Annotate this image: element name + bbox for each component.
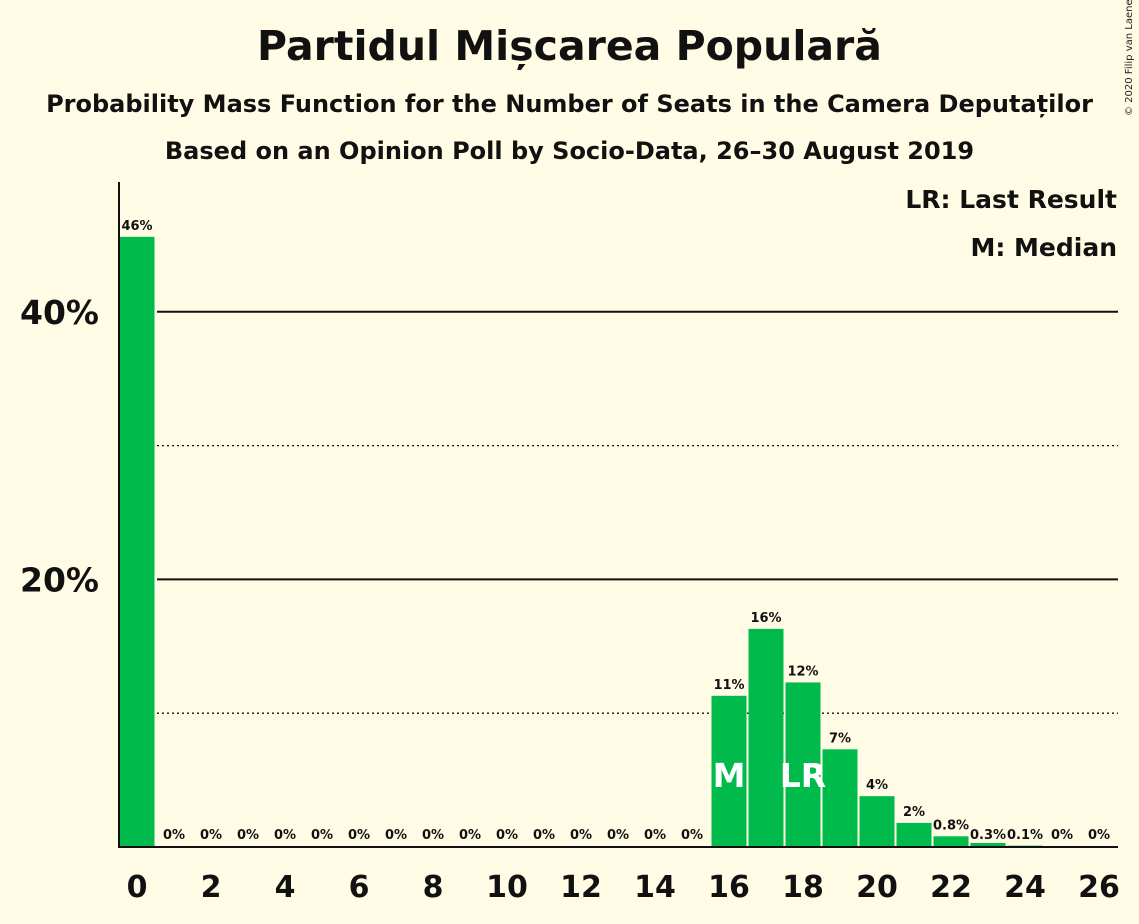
bar bbox=[970, 842, 1006, 847]
x-tick-label: 16 bbox=[708, 870, 750, 905]
data-label: 0% bbox=[607, 828, 629, 843]
data-label: 0% bbox=[200, 828, 222, 843]
last-result-marker: LR bbox=[780, 756, 826, 795]
x-tick-label: 0 bbox=[127, 870, 148, 905]
x-tick-label: 4 bbox=[275, 870, 296, 905]
median-marker: M bbox=[713, 756, 746, 795]
data-label: 2% bbox=[903, 805, 925, 820]
x-tick-label: 24 bbox=[1004, 870, 1046, 905]
data-label: 0% bbox=[237, 828, 259, 843]
data-label: 0% bbox=[163, 828, 185, 843]
x-tick-label: 2 bbox=[201, 870, 222, 905]
y-tick-label: 20% bbox=[20, 560, 99, 599]
chart-subtitle-source: Based on an Opinion Poll by Socio-Data, … bbox=[164, 137, 975, 165]
bar bbox=[822, 749, 858, 847]
data-label: 12% bbox=[787, 664, 818, 679]
legend-median: M: Median bbox=[970, 233, 1117, 262]
data-label: 46% bbox=[121, 219, 152, 234]
x-tick-label: 10 bbox=[486, 870, 528, 905]
data-label: 0% bbox=[422, 828, 444, 843]
data-label: 4% bbox=[866, 778, 888, 793]
bar bbox=[748, 628, 784, 847]
data-label: 0% bbox=[348, 828, 370, 843]
data-label: 0% bbox=[1088, 828, 1110, 843]
chart-subtitle: Probability Mass Function for the Number… bbox=[46, 90, 1093, 118]
data-label: 0% bbox=[311, 828, 333, 843]
y-tick-label: 40% bbox=[20, 293, 99, 332]
bar bbox=[711, 695, 747, 847]
x-tick-label: 14 bbox=[634, 870, 676, 905]
data-label: 0% bbox=[274, 828, 296, 843]
legend-last-result: LR: Last Result bbox=[905, 185, 1117, 214]
data-label: 0% bbox=[681, 828, 703, 843]
data-label: 0% bbox=[496, 828, 518, 843]
data-label: 11% bbox=[713, 678, 744, 693]
x-tick-label: 22 bbox=[930, 870, 972, 905]
data-label: 0.1% bbox=[1007, 828, 1043, 843]
chart-title: Partidul Mișcarea Populară bbox=[257, 22, 882, 70]
x-tick-label: 6 bbox=[349, 870, 370, 905]
data-label: 0% bbox=[644, 828, 666, 843]
x-tick-label: 8 bbox=[423, 870, 444, 905]
data-label: 0% bbox=[385, 828, 407, 843]
x-tick-label: 12 bbox=[560, 870, 602, 905]
x-tick-label: 20 bbox=[856, 870, 898, 905]
data-label: 0% bbox=[1051, 828, 1073, 843]
data-label: 0% bbox=[533, 828, 555, 843]
data-label: 7% bbox=[829, 731, 851, 746]
bar bbox=[896, 822, 932, 847]
data-label: 0% bbox=[570, 828, 592, 843]
x-tick-label: 18 bbox=[782, 870, 824, 905]
data-label: 0% bbox=[459, 828, 481, 843]
data-label: 16% bbox=[750, 611, 781, 626]
data-label: 0.3% bbox=[970, 828, 1006, 843]
bar bbox=[933, 836, 969, 847]
bar bbox=[785, 682, 821, 847]
x-tick-label: 26 bbox=[1078, 870, 1120, 905]
bar bbox=[119, 236, 155, 848]
data-label: 0.8% bbox=[933, 818, 969, 833]
bar bbox=[859, 796, 895, 847]
